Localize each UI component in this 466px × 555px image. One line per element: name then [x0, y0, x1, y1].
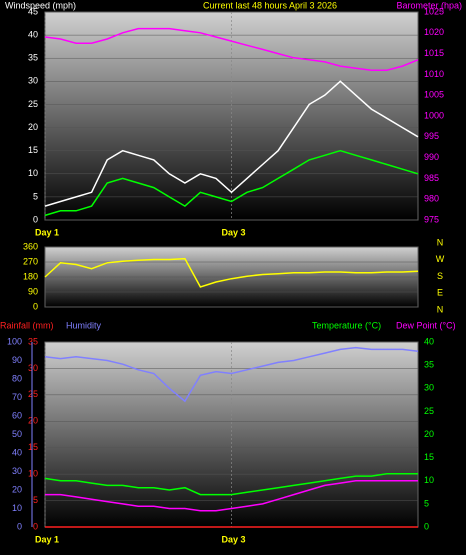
y3-tick-label: 60	[12, 410, 22, 420]
y2-tick-label: 985	[424, 173, 439, 183]
y2-tick-label: 0	[424, 521, 429, 531]
series-line	[44, 346, 419, 403]
y2-tick-label: 20	[424, 429, 434, 439]
direction-label: E	[437, 288, 443, 298]
y-tick-label: 30	[28, 76, 38, 86]
y-tick-label: 20	[28, 416, 38, 426]
y3-tick-label: 80	[12, 373, 22, 383]
y2-tick-label: 1005	[424, 90, 444, 100]
y-tick-label: 10	[28, 469, 38, 479]
y-tick-label: 20	[28, 122, 38, 132]
y-tick-label: 40	[28, 29, 38, 39]
y3-tick-label: 100	[7, 336, 22, 346]
series-line	[44, 27, 419, 71]
y3-tick-label: 0	[17, 521, 22, 531]
x-tick-label: Day 3	[222, 227, 246, 237]
y-tick-label: 270	[23, 256, 38, 266]
legend-entry: Rainfall (mm)	[0, 320, 54, 330]
direction-label: S	[437, 271, 443, 281]
y-tick-label: 25	[28, 389, 38, 399]
y2-tick-label: 5	[424, 498, 429, 508]
y2-tick-label: 1025	[424, 6, 444, 16]
y2-tick-label: 30	[424, 383, 434, 393]
y-tick-label: 0	[33, 214, 38, 224]
x-tick-label: Day 1	[35, 534, 59, 544]
direction-label: W	[436, 254, 445, 264]
y-tick-label: 0	[33, 301, 38, 311]
y-tick-label: 30	[28, 363, 38, 373]
chart-title: Current last 48 hours April 3 2026	[203, 0, 337, 10]
series-line	[44, 80, 419, 207]
legend-entry: Temperature (°C)	[312, 320, 381, 330]
y-tick-label: 35	[28, 53, 38, 63]
y2-axis-label: Barometer (hpa)	[396, 0, 462, 10]
y2-tick-label: 15	[424, 452, 434, 462]
y2-tick-label: 35	[424, 360, 434, 370]
y3-tick-label: 10	[12, 503, 22, 513]
y-tick-label: 35	[28, 336, 38, 346]
y2-tick-label: 990	[424, 152, 439, 162]
y-tick-label: 10	[28, 168, 38, 178]
y-tick-label: 15	[28, 145, 38, 155]
y2-tick-label: 1020	[424, 27, 444, 37]
direction-label: N	[437, 304, 444, 314]
series-line	[44, 257, 419, 288]
legend-entry: Humidity	[66, 320, 102, 330]
y2-tick-label: 40	[424, 336, 434, 346]
direction-label: N	[437, 237, 444, 247]
y-tick-label: 360	[23, 241, 38, 251]
x-tick-label: Day 3	[222, 534, 246, 544]
x-tick-label: Day 1	[35, 227, 59, 237]
y3-tick-label: 50	[12, 429, 22, 439]
y-tick-label: 15	[28, 442, 38, 452]
y-tick-label: 5	[33, 495, 38, 505]
y3-tick-label: 70	[12, 392, 22, 402]
y-tick-label: 0	[33, 521, 38, 531]
y2-tick-label: 1000	[424, 110, 444, 120]
series-line	[44, 149, 419, 217]
y2-tick-label: 975	[424, 214, 439, 224]
series-line	[44, 473, 418, 496]
y3-tick-label: 20	[12, 484, 22, 494]
y2-tick-label: 10	[424, 475, 434, 485]
y2-tick-label: 1010	[424, 69, 444, 79]
y3-tick-label: 90	[12, 355, 22, 365]
y-axis-label: Windspeed (mph)	[5, 0, 76, 10]
y2-tick-label: 25	[424, 406, 434, 416]
y3-tick-label: 30	[12, 466, 22, 476]
series-line	[45, 480, 418, 512]
y2-tick-label: 1015	[424, 48, 444, 58]
y-tick-label: 180	[23, 271, 38, 281]
y-tick-label: 25	[28, 99, 38, 109]
y2-tick-label: 995	[424, 131, 439, 141]
y2-tick-label: 980	[424, 194, 439, 204]
legend-entry: Dew Point (°C)	[396, 320, 456, 330]
y-tick-label: 45	[28, 6, 38, 16]
y-tick-label: 5	[33, 191, 38, 201]
y-tick-label: 90	[28, 286, 38, 296]
y3-tick-label: 40	[12, 447, 22, 457]
